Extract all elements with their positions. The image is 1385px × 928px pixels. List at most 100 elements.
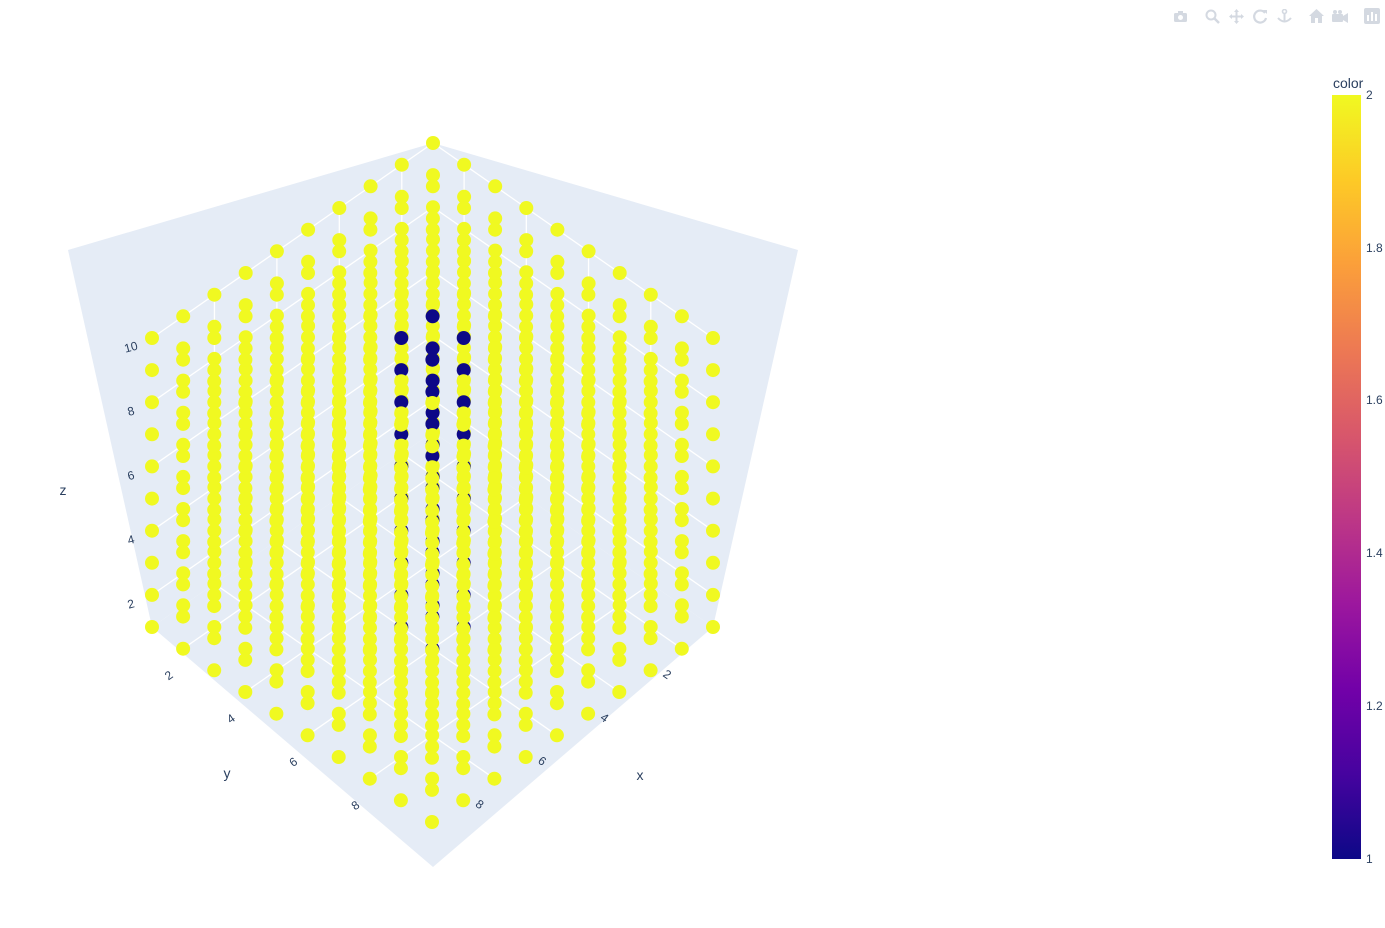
plotly-logo-icon[interactable] (1360, 6, 1384, 26)
pan-icon[interactable] (1224, 6, 1248, 26)
data-point (550, 620, 564, 635)
data-point (363, 341, 378, 356)
data-point (456, 729, 471, 744)
data-point (456, 664, 471, 679)
data-point (518, 589, 533, 604)
data-point (207, 351, 222, 366)
colorbar-title: color (1333, 75, 1364, 91)
data-point (425, 526, 439, 540)
data-point (300, 428, 315, 443)
data-point (518, 502, 533, 517)
data-point (487, 439, 502, 454)
data-point (238, 556, 253, 571)
data-point (425, 622, 439, 637)
data-point (550, 556, 564, 571)
data-point (549, 439, 564, 454)
gridline (432, 206, 714, 403)
data-point (581, 417, 596, 432)
data-point (643, 567, 658, 581)
camera-icon[interactable] (1168, 6, 1192, 26)
data-point (300, 373, 315, 388)
data-point (300, 352, 315, 367)
data-point (332, 201, 347, 215)
data-point (300, 535, 315, 550)
data-point (332, 395, 346, 410)
data-point (550, 396, 564, 410)
data-point (393, 504, 408, 519)
data-point (301, 254, 316, 269)
data-point (238, 449, 253, 463)
data-point (487, 567, 502, 582)
data-point (674, 577, 689, 592)
data-point (394, 276, 409, 291)
data-point (331, 717, 346, 732)
data-point (518, 621, 533, 636)
z-tick-label: 10 (123, 339, 140, 356)
data-point (457, 189, 472, 204)
zoom-icon[interactable] (1200, 6, 1224, 26)
data-point (550, 588, 564, 603)
data-point (362, 696, 377, 711)
gridline (276, 539, 558, 736)
data-point (300, 588, 315, 603)
data-point (363, 685, 377, 699)
data-point (238, 460, 253, 475)
data-point (238, 341, 253, 356)
data-point (612, 588, 627, 603)
data-point (331, 438, 346, 453)
data-point (238, 588, 253, 603)
data-point (487, 341, 502, 356)
data-point (519, 363, 533, 378)
data-point (643, 384, 658, 398)
orbit-rotation-icon[interactable] (1248, 6, 1272, 26)
data-point (269, 244, 284, 259)
data-point (518, 610, 533, 625)
data-point (394, 221, 409, 236)
data-point (456, 568, 471, 583)
gridline (432, 399, 714, 596)
home-icon[interactable] (1304, 6, 1328, 26)
data-point (487, 643, 502, 658)
data-point (394, 685, 408, 700)
camera-reset-icon[interactable] (1328, 6, 1352, 26)
data-point (550, 384, 565, 399)
data-point (269, 438, 284, 453)
data-point (487, 739, 502, 754)
data-point (425, 428, 440, 443)
data-point (332, 287, 347, 302)
data-point (238, 577, 253, 592)
data-point (425, 567, 440, 582)
turntable-rotation-icon[interactable] (1272, 6, 1296, 26)
data-point (550, 286, 565, 301)
data-point (456, 449, 471, 464)
data-point (706, 523, 720, 538)
data-point (332, 331, 346, 345)
data-point (362, 675, 377, 690)
data-point (300, 556, 315, 571)
data-point (612, 266, 627, 280)
data-point (300, 309, 315, 324)
data-point (518, 674, 533, 689)
data-point (176, 405, 191, 420)
gridline (151, 142, 434, 339)
data-point (362, 567, 377, 582)
data-point (488, 211, 503, 226)
data-point (145, 620, 159, 634)
data-point (394, 319, 409, 334)
z-tick-label: 6 (126, 468, 136, 483)
data-point (581, 308, 596, 323)
data-point (207, 523, 222, 538)
data-point (176, 641, 191, 656)
data-point (269, 374, 284, 389)
data-point (269, 514, 284, 528)
data-point (488, 275, 503, 290)
data-point (176, 416, 191, 431)
data-point (207, 374, 222, 389)
data-point (300, 492, 315, 507)
gridline (182, 453, 465, 650)
data-point (612, 341, 627, 356)
data-point (238, 545, 253, 560)
data-point (207, 416, 222, 431)
data-point (643, 351, 658, 366)
